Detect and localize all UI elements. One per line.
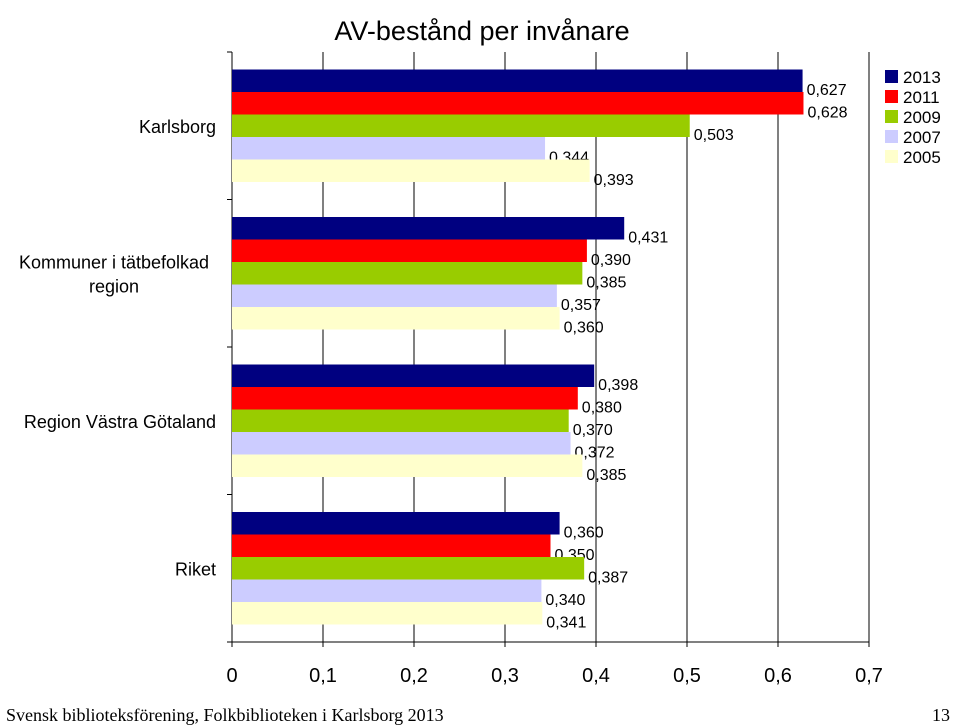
data-label-riket-2005: 0,341: [546, 615, 586, 632]
footer: Svensk biblioteksförening, Folkbibliotek…: [0, 703, 960, 727]
data-label-region-v-stra-g-taland-2005: 0,385: [586, 467, 626, 484]
x-tick-label-5: 0,5: [673, 665, 701, 687]
data-label-karlsborg-2009: 0,503: [694, 127, 734, 144]
category-label-kommuner-i-t-tbefolkad-region: Kommuner i tätbefolkad region: [19, 252, 209, 296]
x-tick-label-2: 0,2: [400, 665, 428, 687]
legend-swatch-2005: [885, 150, 898, 163]
bar-riket-2007: [232, 579, 542, 602]
x-tick-label-7: 0,7: [855, 665, 883, 687]
data-label-karlsborg-2011: 0,628: [807, 105, 847, 122]
bar-region-v-stra-g-taland-2011: [232, 387, 578, 410]
bar-karlsborg-2007: [232, 137, 546, 160]
bar-karlsborg-2005: [232, 159, 590, 182]
bar-kommuner-i-t-tbefolkad-region-2011: [232, 239, 587, 262]
data-label-region-v-stra-g-taland-2011: 0,380: [582, 400, 622, 417]
bar-region-v-stra-g-taland-2005: [232, 454, 583, 477]
data-label-region-v-stra-g-taland-2009: 0,370: [573, 422, 613, 439]
bar-kommuner-i-t-tbefolkad-region-2013: [232, 217, 625, 240]
bar-riket-2009: [232, 557, 585, 580]
data-label-riket-2009: 0,387: [588, 570, 628, 587]
legend-swatch-2013: [885, 70, 898, 83]
data-label-riket-2007: 0,340: [545, 592, 585, 609]
x-tick-label-6: 0,6: [764, 665, 792, 687]
chart-svg: AV-bestånd per invånare 0,627 0,628 0,503 0,…: [19, 16, 941, 687]
bar-riket-2011: [232, 534, 551, 557]
bar-kommuner-i-t-tbefolkad-region-2009: [232, 262, 583, 285]
bar-region-v-stra-g-taland-2007: [232, 432, 571, 455]
x-tick-label-0: 0: [226, 665, 237, 687]
data-label-region-v-stra-g-taland-2007: 0,372: [575, 445, 615, 462]
legend-swatch-2009: [885, 110, 898, 123]
data-label-kommuner-i-t-tbefolkad-region-2011: 0,390: [591, 252, 631, 269]
data-label-kommuner-i-t-tbefolkad-region-2007: 0,357: [561, 297, 601, 314]
bar-region-v-stra-g-taland-2013: [232, 364, 595, 387]
x-tick-label-1: 0,1: [309, 665, 337, 687]
category-label-karlsborg: Karlsborg: [139, 117, 216, 137]
x-tick-label-3: 0,3: [491, 665, 519, 687]
data-label-kommuner-i-t-tbefolkad-region-2005: 0,360: [564, 320, 604, 337]
bar-kommuner-i-t-tbefolkad-region-2007: [232, 284, 557, 307]
chart-title: AV-bestånd per invånare: [334, 16, 629, 46]
data-label-kommuner-i-t-tbefolkad-region-2009: 0,385: [586, 275, 626, 292]
data-label-riket-2013: 0,360: [564, 525, 604, 542]
bar-riket-2013: [232, 512, 560, 535]
footer-credit: Svensk biblioteksförening, Folkbibliotek…: [6, 705, 444, 725]
legend-label-2013: 2013: [903, 68, 941, 87]
category-label-region-v-stra-g-taland: Region Västra Götaland: [24, 412, 216, 432]
legend-swatch-2007: [885, 130, 898, 143]
data-label-karlsborg-2013: 0,627: [807, 82, 847, 99]
data-label-region-v-stra-g-taland-2013: 0,398: [598, 377, 638, 394]
bar-riket-2005: [232, 602, 543, 625]
legend-label-2005: 2005: [903, 148, 941, 167]
legend-label-2009: 2009: [903, 108, 941, 127]
category-label-riket: Riket: [175, 559, 216, 579]
bar-karlsborg-2009: [232, 114, 690, 137]
bar-region-v-stra-g-taland-2009: [232, 409, 569, 432]
page-number: 13: [932, 705, 950, 725]
data-label-karlsborg-2005: 0,393: [594, 172, 634, 189]
bar-kommuner-i-t-tbefolkad-region-2005: [232, 307, 560, 330]
bar-karlsborg-2011: [232, 92, 804, 115]
legend-label-2011: 2011: [903, 88, 940, 107]
legend-swatch-2011: [885, 90, 898, 103]
data-label-kommuner-i-t-tbefolkad-region-2013: 0,431: [628, 230, 668, 247]
bar-karlsborg-2013: [232, 69, 803, 92]
x-tick-label-4: 0,4: [582, 665, 610, 687]
legend-label-2007: 2007: [903, 128, 941, 147]
